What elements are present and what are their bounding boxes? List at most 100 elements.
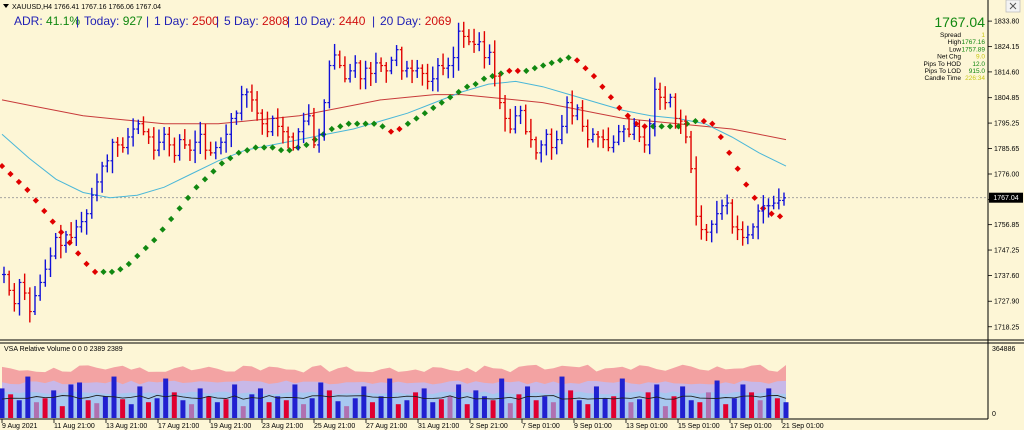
- price-bar: [709, 220, 714, 243]
- price-bar: [146, 128, 151, 144]
- price-bar: [606, 127, 611, 152]
- volume-bar: [292, 384, 298, 418]
- price-bar: [327, 60, 332, 109]
- volume-bar: [232, 384, 238, 418]
- volume-bar: [240, 406, 246, 418]
- price-bar: [322, 99, 327, 141]
- price-bar: [213, 141, 218, 160]
- price-bar: [720, 199, 725, 220]
- info-row-value: 915.0: [969, 68, 986, 75]
- price-bar: [79, 211, 84, 233]
- price-bar: [203, 123, 208, 160]
- price-panel[interactable]: [0, 0, 988, 340]
- svg-text:|: |: [216, 14, 219, 28]
- price-bar: [172, 137, 177, 163]
- ma-dot: [108, 268, 116, 276]
- ma-dot: [91, 268, 99, 276]
- volume-bar: [671, 396, 677, 418]
- x-tick-label: 31 Aug 21:00: [418, 423, 459, 430]
- price-bar: [177, 134, 182, 161]
- volume-bar: [662, 406, 668, 418]
- ma-dot: [184, 194, 192, 201]
- volume-bar: [301, 404, 307, 418]
- ma-dot: [717, 133, 724, 141]
- price-bar: [32, 286, 37, 316]
- volume-bar: [481, 396, 487, 418]
- volume-bar: [464, 404, 470, 418]
- price-bar: [74, 219, 79, 246]
- x-tick-label: 25 Aug 21:00: [314, 423, 355, 430]
- ma-dot: [463, 83, 471, 90]
- price-bar: [182, 129, 187, 149]
- ma-dot: [32, 197, 39, 204]
- info-row-value: 1: [981, 32, 985, 39]
- volume-bar: [628, 402, 634, 418]
- volume-bar: [171, 392, 177, 418]
- price-bar: [627, 117, 632, 138]
- ma-dot: [506, 67, 513, 74]
- volume-bar: [387, 378, 393, 418]
- price-bar: [575, 104, 580, 121]
- volume-bar: [456, 384, 462, 418]
- volume-bar: [275, 396, 281, 418]
- ma-dot: [379, 123, 386, 130]
- price-bar: [373, 52, 378, 83]
- price-bar: [658, 82, 663, 110]
- ma-dot: [142, 244, 149, 252]
- y-tick-label: 1756.85: [994, 222, 1019, 229]
- price-bar: [534, 136, 539, 160]
- price-bar: [2, 266, 6, 284]
- x-tick-label: 17 Sep 01:00: [730, 423, 772, 430]
- price-bar: [632, 118, 637, 140]
- volume-bar: [490, 400, 496, 418]
- x-tick-label: 27 Aug 21:00: [366, 423, 407, 430]
- volume-bar: [576, 400, 582, 418]
- price-bar: [255, 91, 260, 121]
- ma-dot: [726, 149, 733, 156]
- price-bar: [518, 105, 523, 125]
- volume-bar: [533, 400, 539, 418]
- svg-text:|: |: [76, 14, 79, 28]
- volume-bar: [42, 398, 48, 418]
- ma-dot: [430, 104, 437, 111]
- price-bar: [668, 93, 673, 108]
- price-bar: [193, 130, 198, 164]
- volume-bar: [214, 402, 220, 418]
- volume-bar: [516, 394, 522, 418]
- price-bar: [503, 94, 508, 132]
- price-bar: [94, 173, 99, 202]
- volume-bar: [413, 392, 419, 418]
- price-bar: [301, 112, 306, 144]
- ten-day-label: 10 Day:: [294, 14, 335, 28]
- ma-dot: [548, 59, 555, 66]
- volume-bar: [335, 401, 341, 418]
- volume-bar: [680, 386, 686, 418]
- ma-dot: [24, 186, 31, 193]
- volume-bar: [731, 398, 737, 418]
- price-bar: [296, 128, 301, 151]
- y-tick-label: 1727.90: [994, 299, 1019, 306]
- current-price-label-box: [989, 192, 1023, 203]
- price-bar: [63, 230, 68, 253]
- x-tick-label: 11 Aug 21:00: [54, 423, 95, 430]
- price-bar: [745, 225, 750, 245]
- volume-bar: [783, 402, 789, 418]
- price-bar: [461, 21, 466, 48]
- volume-bar: [438, 399, 444, 418]
- ma-dot: [244, 147, 251, 154]
- price-bar: [404, 60, 409, 78]
- price-bar: [590, 128, 595, 143]
- close-icon[interactable]: [1005, 0, 1021, 13]
- volume-bar: [249, 394, 255, 418]
- chart-menu-triangle-icon[interactable]: [3, 4, 9, 8]
- price-bar: [311, 107, 316, 149]
- ma-dot: [362, 120, 369, 127]
- ma-dot: [269, 144, 276, 151]
- x-tick-label: 15 Sep 01:00: [678, 423, 720, 430]
- volume-bar: [145, 402, 151, 418]
- volume-bar: [309, 398, 315, 418]
- price-bar: [441, 53, 446, 76]
- symbol-header: XAUUSD,H4 1766.41 1767.16 1766.06 1767.0…: [12, 4, 161, 11]
- price-bar: [410, 59, 415, 84]
- volume-bar: [59, 406, 65, 418]
